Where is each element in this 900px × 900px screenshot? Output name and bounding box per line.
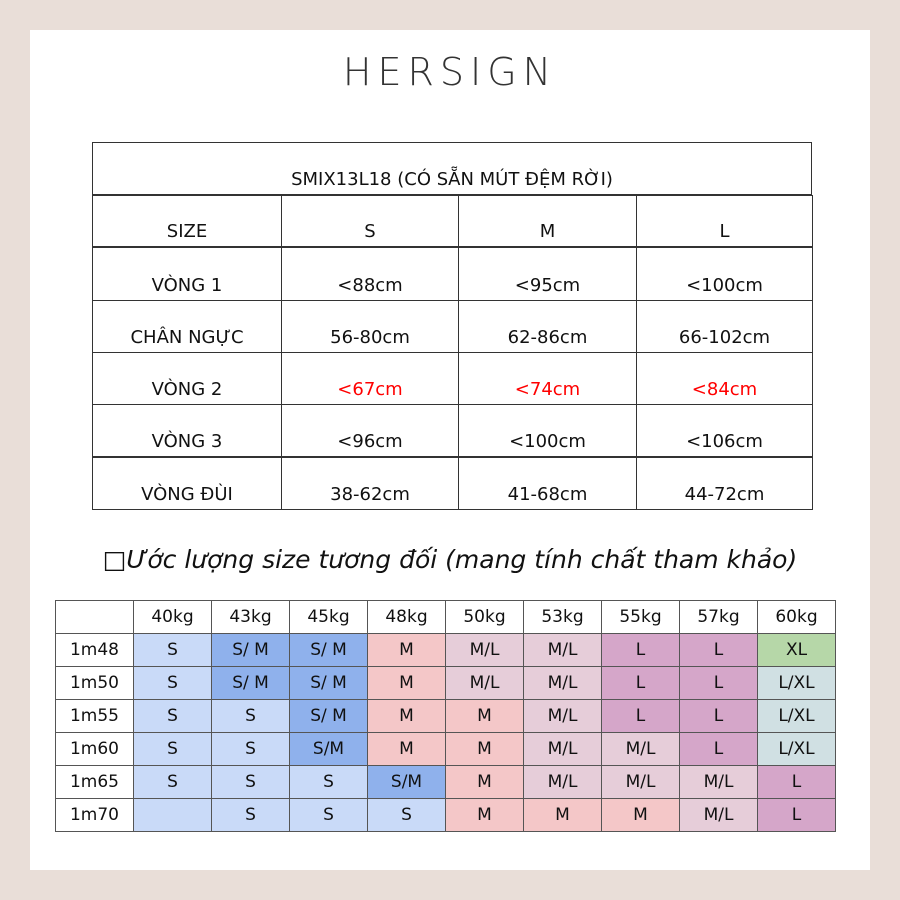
size-estimate: L [601, 666, 680, 700]
size-cell: 41-68cm [458, 456, 637, 510]
size-estimate: M [445, 798, 524, 832]
size-cell: <67cm [281, 351, 459, 406]
size-estimate: L [601, 699, 680, 733]
height-label: 1m65 [55, 765, 134, 799]
size-estimate: S [211, 765, 290, 799]
size-estimate: L/XL [757, 699, 836, 733]
size-cell: VÒNG 2 [92, 351, 282, 406]
size-estimate: S [211, 732, 290, 766]
size-estimate: M/L [679, 798, 758, 832]
weight-header: 55kg [601, 600, 680, 634]
size-estimate: M [367, 633, 446, 667]
header-cell: S [281, 195, 459, 248]
size-cell: VÒNG 1 [92, 247, 282, 301]
weight-header: 48kg [367, 600, 446, 634]
size-estimate: S [133, 699, 212, 733]
size-cell: CHÂN NGỰC [92, 299, 282, 353]
size-estimate: L [679, 732, 758, 766]
size-estimate: L/XL [757, 732, 836, 766]
weight-header: 60kg [757, 600, 836, 634]
height-label: 1m60 [55, 732, 134, 766]
size-estimate: S [289, 765, 368, 799]
size-cell: <74cm [458, 351, 637, 406]
size-cell: <106cm [636, 404, 813, 458]
size-cell: VÒNG 3 [92, 404, 282, 458]
size-estimate: S/M [367, 765, 446, 799]
header-cell: M [458, 195, 637, 248]
size-estimate: M/L [445, 633, 524, 667]
size-cell: VÒNG ĐÙI [92, 456, 282, 510]
size-cell: 56-80cm [281, 299, 459, 353]
size-estimate: M/L [601, 765, 680, 799]
size-estimate: M [523, 798, 602, 832]
size-cell: <100cm [458, 404, 637, 458]
weight-header: 53kg [523, 600, 602, 634]
size-estimate: L [679, 666, 758, 700]
size-estimate: M/L [523, 732, 602, 766]
size-estimate: S/ M [289, 633, 368, 667]
height-label: 1m70 [55, 798, 134, 832]
size-estimate: S/ M [289, 666, 368, 700]
weight-header: 57kg [679, 600, 758, 634]
size-estimate: L/XL [757, 666, 836, 700]
size-cell: <95cm [458, 247, 637, 301]
size-estimate: L [601, 633, 680, 667]
size-estimate [133, 798, 212, 832]
size-estimate: S/M [289, 732, 368, 766]
size-cell: <100cm [636, 247, 813, 301]
table-title: SMIX13L18 (CÓ SẴN MÚT ĐỆM RỜI) [92, 142, 812, 195]
size-estimate: S [133, 732, 212, 766]
height-label: 1m50 [55, 666, 134, 700]
size-cell: 62-86cm [458, 299, 637, 353]
size-estimate: M [445, 699, 524, 733]
heading: □Ước lượng size tương đối (mang tính chấ… [102, 545, 798, 574]
size-estimate: M/L [445, 666, 524, 700]
header-cell: L [636, 195, 813, 248]
size-cell: 38-62cm [281, 456, 459, 510]
size-estimate: L [679, 633, 758, 667]
size-estimate: M/L [601, 732, 680, 766]
size-estimate: M [367, 666, 446, 700]
size-estimate: S [133, 765, 212, 799]
size-estimate: XL [757, 633, 836, 667]
size-estimate: S/ M [211, 666, 290, 700]
size-estimate: M/L [523, 633, 602, 667]
size-estimate: M/L [523, 699, 602, 733]
height-label: 1m55 [55, 699, 134, 733]
size-estimate: S [133, 633, 212, 667]
size-estimate: M/L [523, 666, 602, 700]
weight-header: 40kg [133, 600, 212, 634]
size-estimate: S [211, 798, 290, 832]
size-estimate: M/L [679, 765, 758, 799]
weight-header: 50kg [445, 600, 524, 634]
corner-cell [55, 600, 134, 634]
size-estimate: S/ M [211, 633, 290, 667]
size-estimate: M [445, 732, 524, 766]
height-label: 1m48 [55, 633, 134, 667]
size-estimate: M [367, 732, 446, 766]
size-estimate: L [679, 699, 758, 733]
size-cell: <84cm [636, 351, 813, 406]
size-estimate: M [601, 798, 680, 832]
size-estimate: S/ M [289, 699, 368, 733]
size-estimate: L [757, 765, 836, 799]
size-cell: 66-102cm [636, 299, 813, 353]
size-estimate: S [133, 666, 212, 700]
size-estimate: S [367, 798, 446, 832]
size-estimate: M [367, 699, 446, 733]
size-estimate: M/L [523, 765, 602, 799]
size-estimate: L [757, 798, 836, 832]
size-cell: 44-72cm [636, 456, 813, 510]
size-estimate: S [289, 798, 368, 832]
size-cell: <88cm [281, 247, 459, 301]
size-estimate: M [445, 765, 524, 799]
logo: HERSIGN [342, 50, 558, 94]
weight-header: 45kg [289, 600, 368, 634]
size-estimate: S [211, 699, 290, 733]
weight-header: 43kg [211, 600, 290, 634]
header-cell: SIZE [92, 195, 282, 248]
size-cell: <96cm [281, 404, 459, 458]
